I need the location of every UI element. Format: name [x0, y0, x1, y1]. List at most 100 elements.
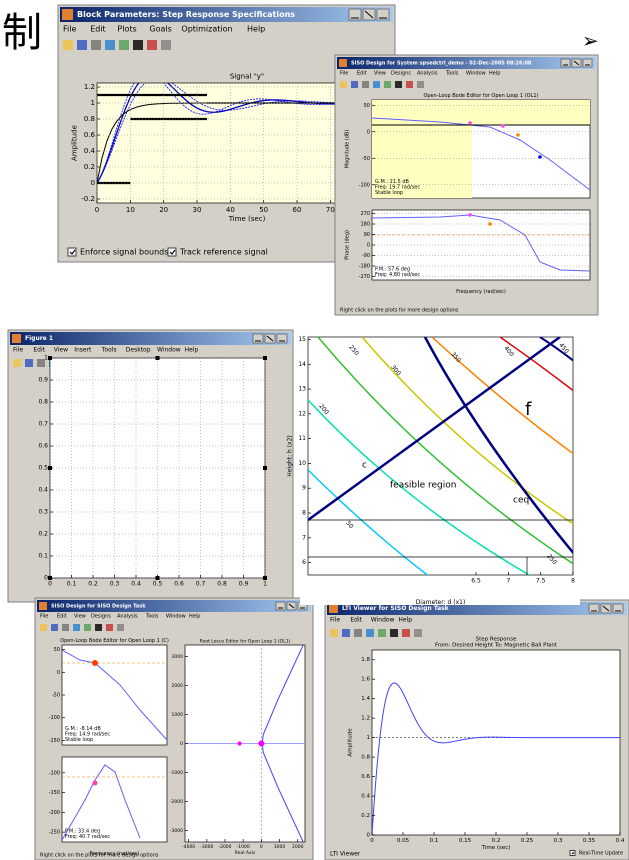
- menu-item[interactable]: Edit: [57, 614, 67, 620]
- menu-item[interactable]: Insert: [74, 347, 92, 354]
- x-tick-label: 2000: [292, 844, 304, 850]
- menu-item[interactable]: Edit: [90, 25, 106, 34]
- menu-item[interactable]: File: [63, 25, 76, 34]
- menu-item[interactable]: Edit: [33, 347, 45, 354]
- toolbar-icon[interactable]: [117, 624, 124, 631]
- window-button[interactable]: [276, 333, 288, 344]
- toolbar-icon[interactable]: [147, 40, 157, 50]
- toolbar-icon[interactable]: [105, 40, 115, 50]
- axes-title: Open-Loop Bode Editor for Open Loop 1 (O…: [423, 93, 538, 99]
- toolbar-icon[interactable]: [40, 624, 47, 631]
- menu-item[interactable]: Window: [166, 614, 186, 620]
- x-tick-label: 6.5: [471, 578, 481, 585]
- toolbar-icon[interactable]: [119, 40, 129, 50]
- menu-item[interactable]: Analysis: [417, 71, 438, 77]
- menu-item[interactable]: File: [40, 614, 48, 620]
- toolbar-icon[interactable]: [91, 40, 101, 50]
- toolbar-icon[interactable]: [106, 624, 113, 631]
- toolbar-icon[interactable]: [395, 81, 402, 88]
- curve: [62, 764, 141, 841]
- toolbar-icon[interactable]: [51, 624, 58, 631]
- menu-item[interactable]: Window: [157, 347, 181, 354]
- toolbar-icon[interactable]: [373, 81, 380, 88]
- menu-item[interactable]: Optimization: [181, 25, 232, 34]
- title-bar: [337, 57, 596, 69]
- toolbar-icon[interactable]: [13, 359, 21, 367]
- toolbar-icon[interactable]: [77, 40, 87, 50]
- toolbar-icon[interactable]: [362, 81, 369, 88]
- toolbar-icon[interactable]: [406, 81, 413, 88]
- menu-item[interactable]: Window: [466, 71, 486, 77]
- menu-item[interactable]: View: [74, 614, 86, 620]
- toolbar-icon[interactable]: [366, 629, 374, 637]
- toolbar-icon[interactable]: [330, 629, 338, 637]
- toolbar-icon[interactable]: [390, 629, 398, 637]
- toolbar-icon[interactable]: [378, 629, 386, 637]
- y-tick-label: 0.8: [361, 755, 370, 761]
- toolbar-icon[interactable]: [402, 629, 410, 637]
- toolbar-icon[interactable]: [63, 40, 73, 50]
- menu-item[interactable]: Help: [189, 614, 200, 620]
- toolbar-icon[interactable]: [342, 629, 350, 637]
- readout: P.M.: 33.4 deg: [65, 829, 100, 835]
- toolbar-icon[interactable]: [351, 81, 358, 88]
- y-tick-label: -100: [49, 770, 60, 776]
- menu-item[interactable]: Help: [185, 347, 199, 354]
- toolbar-icon[interactable]: [354, 629, 362, 637]
- annotation: ceq: [513, 496, 529, 506]
- checkbox[interactable]: [167, 247, 177, 257]
- toolbar-icon[interactable]: [417, 81, 424, 88]
- toolbar-icon[interactable]: [161, 40, 171, 50]
- menu-item[interactable]: Tools: [145, 614, 159, 620]
- menu-item[interactable]: Tools: [445, 71, 459, 77]
- y-tick-label: -100: [49, 715, 60, 721]
- design-region: [372, 100, 472, 198]
- marker: [237, 741, 242, 746]
- menu-item[interactable]: Tools: [101, 347, 117, 354]
- window-title: Figure 1: [25, 335, 53, 342]
- toolbar-icon[interactable]: [414, 629, 422, 637]
- toolbar-icon[interactable]: [37, 359, 45, 367]
- menu-item[interactable]: Help: [247, 25, 265, 34]
- toolbar-icon[interactable]: [84, 624, 91, 631]
- toolbar-icon[interactable]: [340, 81, 347, 88]
- menu-item[interactable]: View: [374, 71, 386, 77]
- toolbar-icon[interactable]: [62, 624, 69, 631]
- window-button[interactable]: [582, 58, 593, 68]
- window-button[interactable]: [588, 603, 600, 614]
- y-tick-label: 90: [364, 232, 370, 238]
- x-tick-label: 40: [226, 206, 235, 214]
- menu-item[interactable]: File: [330, 617, 340, 624]
- menu-item[interactable]: Help: [489, 71, 500, 77]
- plot-area: [61, 644, 168, 746]
- checkbox[interactable]: [67, 247, 77, 257]
- window-title: SISO Design for SISO Design Task: [51, 604, 146, 610]
- toolbar-icon[interactable]: [25, 359, 33, 367]
- menu-item[interactable]: Designs: [91, 614, 111, 620]
- menu-item[interactable]: View: [54, 347, 68, 354]
- menu-item[interactable]: Help: [398, 617, 412, 624]
- toolbar-icon[interactable]: [384, 81, 391, 88]
- toolbar-icon[interactable]: [95, 624, 102, 631]
- y-tick-label: 0.1: [38, 553, 48, 560]
- menu-item[interactable]: File: [13, 347, 23, 354]
- window-button[interactable]: [560, 58, 571, 68]
- toolbar-icon[interactable]: [73, 624, 80, 631]
- menu-item[interactable]: Edit: [357, 71, 367, 77]
- window-button[interactable]: [275, 601, 286, 611]
- menu-item[interactable]: Desktop: [126, 347, 151, 354]
- menu-item[interactable]: Designs: [391, 71, 411, 77]
- menu-item[interactable]: Edit: [350, 617, 362, 624]
- menu-item[interactable]: Plots: [117, 25, 136, 34]
- menu-item[interactable]: Window: [371, 617, 395, 624]
- checkbox-label: Track reference signal: [179, 248, 268, 257]
- window-button[interactable]: [252, 333, 264, 344]
- window-button[interactable]: [612, 603, 624, 614]
- window-button[interactable]: [348, 8, 362, 21]
- menu-item[interactable]: File: [340, 71, 348, 77]
- toolbar-icon[interactable]: [133, 40, 143, 50]
- menu-item[interactable]: Analysis: [117, 614, 138, 620]
- window-button[interactable]: [376, 8, 390, 21]
- menu-item[interactable]: Goals: [149, 25, 171, 34]
- x-tick-label: 0.1: [67, 581, 77, 588]
